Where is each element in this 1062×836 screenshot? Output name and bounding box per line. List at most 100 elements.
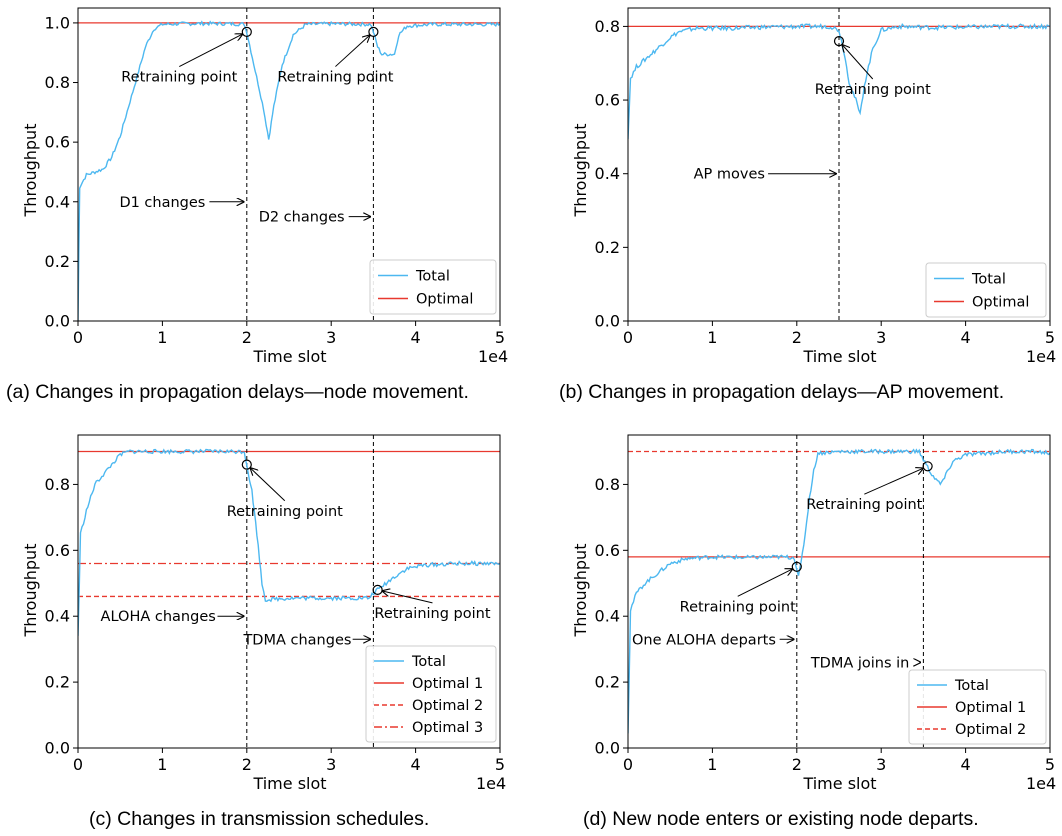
- panel-b-xtick-label-3: 3: [876, 328, 886, 347]
- panel-d-xlabel: Time slot: [802, 774, 876, 793]
- panel-a-retrain-marker-2: [368, 26, 379, 37]
- panel-d-ytick-label-0: 0.0: [595, 739, 620, 758]
- panel-c-legend-label-1: Total: [411, 654, 446, 670]
- panel-c-legend-label-4: Optimal 3: [412, 720, 483, 736]
- panel-b-annotation-arrow-1: [842, 45, 874, 80]
- panel-b-ytick-label-2: 0.4: [595, 164, 620, 183]
- panel-a-xtick-label-1: 1: [157, 328, 167, 347]
- panel-a-plot: Retraining point Retraining point D1 chang…: [45, 7, 505, 347]
- panel-d-annotation-2: Retraining point: [806, 497, 922, 513]
- panel-c-xtick-label-1: 1: [157, 755, 167, 774]
- panel-c-annotation-1: Retraining point: [227, 504, 343, 520]
- panel-d-annotation-1: Retraining point: [680, 599, 796, 615]
- panel-c-xtick-label-5: 5: [495, 755, 505, 774]
- panel-d-legend-label-3: Optimal 2: [955, 722, 1026, 738]
- panel-a-annotation-4: D2 changes: [259, 210, 345, 226]
- panel-c-legend-label-2: Optimal 1: [412, 676, 483, 692]
- panel-c-annotation-2: Retraining point: [374, 606, 490, 622]
- panel-c-x-offset: 1e4: [476, 774, 506, 793]
- panel-d-xtick-label-5: 5: [1045, 755, 1055, 774]
- panel-a-xtick-label-2: 2: [242, 328, 252, 347]
- panel-a-annotation-arrow-2: [335, 35, 369, 67]
- panel-a-xtick-label-3: 3: [326, 328, 336, 347]
- panel-a-xtick-label-5: 5: [495, 328, 505, 347]
- panel-b-annotation-1: Retraining point: [815, 82, 931, 98]
- panel-a-ylabel: Throughput: [21, 124, 40, 218]
- panel-c-legend-label-3: Optimal 2: [412, 698, 483, 714]
- panel-a-caption: (a) Changes in propagation delays—node m…: [6, 381, 469, 403]
- panel-b-retrain-marker-1: [833, 36, 845, 47]
- panel-c-retrain-marker-2: [372, 584, 383, 595]
- panel-c-ylabel: Throughput: [21, 544, 40, 638]
- panel-d: Retraining point Retraining point One ALOH…: [571, 434, 1056, 830]
- panel-a-ytick-label-4: 0.8: [45, 73, 70, 92]
- panel-d-plot: Retraining point Retraining point One ALOH…: [595, 434, 1055, 774]
- panel-d-ytick-label-2: 0.4: [595, 607, 620, 626]
- panel-b-series-total: [628, 22, 1050, 140]
- panel-b-xtick-label-1: 1: [707, 328, 717, 347]
- panel-d-legend-box: [908, 669, 1047, 745]
- panel-a-annotation-arrow-1: [179, 34, 242, 68]
- panel-a: Retraining point Retraining point D1 chang…: [6, 7, 508, 403]
- panel-c-legend-box: [365, 645, 497, 743]
- panel-c-ytick-label-4: 0.8: [45, 475, 70, 494]
- panel-c-annotation-3: ALOHA changes: [101, 609, 216, 625]
- panel-d-ytick-label-4: 0.8: [595, 475, 620, 494]
- panel-a-retrain-marker-1: [241, 26, 252, 37]
- panel-d-xtick-label-3: 3: [876, 755, 886, 774]
- panel-b-xtick-label-4: 4: [961, 328, 971, 347]
- panel-a-legend-box: [369, 259, 497, 315]
- panel-c-ytick-label-0: 0.0: [45, 739, 70, 758]
- panel-b-axes-frame: [627, 7, 1051, 322]
- panel-d-x-offset: 1e4: [1026, 774, 1056, 793]
- panel-c-xtick-label-0: 0: [73, 755, 83, 774]
- panel-d-caption: (d) New node enters or existing node dep…: [583, 808, 979, 830]
- panel-a-ytick-label-5: 1.0: [45, 13, 70, 32]
- panel-d-series-total: [628, 448, 1050, 734]
- panel-b-legend-label-2: Optimal: [972, 295, 1029, 311]
- panel-b-caption: (b) Changes in propagation delays—AP mov…: [559, 381, 1004, 403]
- panel-b-ytick-label-3: 0.6: [595, 91, 620, 110]
- panel-c-xlabel: Time slot: [252, 774, 326, 793]
- panel-a-annotation-2: Retraining point: [277, 70, 393, 86]
- panel-b-annotation-2: AP moves: [694, 167, 765, 183]
- panel-b-x-offset: 1e4: [1026, 347, 1056, 366]
- panel-d-xtick-label-1: 1: [707, 755, 717, 774]
- panel-a-ytick-label-0: 0.0: [45, 312, 70, 331]
- panel-a-annotation-3: D1 changes: [119, 195, 205, 211]
- panel-c-ytick-label-2: 0.4: [45, 607, 70, 626]
- panel-c-xtick-label-2: 2: [242, 755, 252, 774]
- panel-b-ylabel: Throughput: [571, 124, 590, 218]
- panel-d-ytick-label-1: 0.2: [595, 673, 620, 692]
- panel-d-xtick-label-2: 2: [792, 755, 802, 774]
- panel-d-annotation-3: One ALOHA departs: [632, 632, 776, 648]
- panel-d-legend-label-2: Optimal 1: [955, 700, 1026, 716]
- panel-c-annotation-4: TDMA changes: [242, 632, 351, 648]
- panel-b-ytick-label-4: 0.8: [595, 17, 620, 36]
- panel-d-legend-label-1: Total: [954, 678, 989, 694]
- panel-d-xtick-label-4: 4: [961, 755, 971, 774]
- panel-d-ylabel: Throughput: [571, 544, 590, 638]
- panel-c-ytick-label-1: 0.2: [45, 673, 70, 692]
- panel-d-retrain-marker-2: [922, 461, 933, 472]
- panel-a-ytick-label-1: 0.2: [45, 252, 70, 271]
- panel-c-xtick-label-4: 4: [411, 755, 421, 774]
- panel-a-xlabel: Time slot: [252, 347, 326, 366]
- panel-c-annotation-arrow-1: [250, 468, 286, 502]
- panel-b-plot: Retraining point AP moves 0 1 2 3 4 5 0.0 0.2 0.4 0…: [595, 7, 1055, 347]
- panel-a-ytick-label-3: 0.6: [45, 133, 70, 152]
- panel-b-legend-box: [925, 262, 1047, 318]
- panel-d-xtick-label-0: 0: [623, 755, 633, 774]
- panel-d-annotation-arrow-2: [864, 468, 923, 495]
- panel-c-plot: Retraining point Retraining point ALOHA ch…: [45, 434, 505, 774]
- panel-c-caption: (c) Changes in transmission schedules.: [89, 808, 429, 830]
- panel-d-ytick-label-3: 0.6: [595, 541, 620, 560]
- panel-a-ytick-label-2: 0.4: [45, 192, 70, 211]
- panel-b-xtick-label-2: 2: [792, 328, 802, 347]
- panel-b-xlabel: Time slot: [802, 347, 876, 366]
- panel-c-retrain-marker-1: [241, 459, 252, 470]
- panel-c-annotation-arrow-2: [382, 591, 433, 604]
- panel-a-series-total: [78, 20, 500, 321]
- panel-c-series-total: [78, 448, 500, 636]
- panel-b-xtick-label-0: 0: [623, 328, 633, 347]
